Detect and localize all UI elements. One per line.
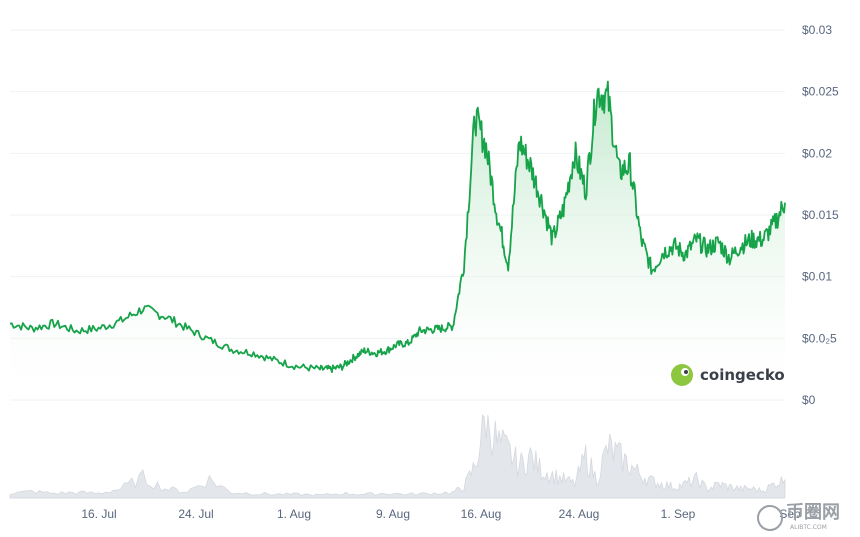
- y-axis: $0 $0.0₂5 $0.01 $0.015 $0.02 $0.025 $0.03: [802, 23, 839, 407]
- x-tick-label: 16. Aug: [461, 507, 502, 521]
- x-tick-label: 16. Jul: [81, 507, 116, 521]
- coingecko-brand-text: coingecko: [700, 366, 785, 384]
- x-tick-label: 24. Aug: [559, 507, 600, 521]
- coingecko-logo: coingecko: [671, 364, 785, 386]
- watermark-text: 币圈网: [786, 502, 840, 523]
- x-tick-label: 1. Sep: [661, 507, 696, 521]
- y-tick-label: $0.025: [802, 85, 839, 99]
- y-tick-label: $0.03: [802, 23, 832, 37]
- watermark-logo-icon: [757, 505, 783, 531]
- y-tick-label: $0: [802, 393, 816, 407]
- x-tick-label: 1. Aug: [277, 507, 311, 521]
- x-tick-label: Sep: [779, 507, 801, 521]
- watermark: 币圈网 ALIBTC.COM: [757, 502, 840, 531]
- volume-series: [9, 414, 786, 499]
- y-tick-label: $0.01: [802, 270, 832, 284]
- x-axis: 16. Jul 24. Jul 1. Aug 9. Aug 16. Aug 24. Aug…: [81, 507, 801, 521]
- gecko-pupil-icon: [684, 370, 688, 374]
- price-area: [10, 81, 785, 400]
- y-tick-label: $0.0₂5: [802, 331, 837, 345]
- price-series: [9, 80, 786, 373]
- x-tick-label: 9. Aug: [376, 507, 410, 521]
- price-line: [9, 80, 786, 373]
- volume-area: [9, 414, 786, 499]
- price-area-fill: [10, 81, 785, 400]
- y-tick-label: $0.015: [802, 208, 839, 222]
- y-tick-label: $0.02: [802, 146, 832, 160]
- x-tick-label: 24. Jul: [178, 507, 213, 521]
- watermark-url: ALIBTC.COM: [790, 524, 827, 531]
- gecko-icon: [671, 364, 693, 386]
